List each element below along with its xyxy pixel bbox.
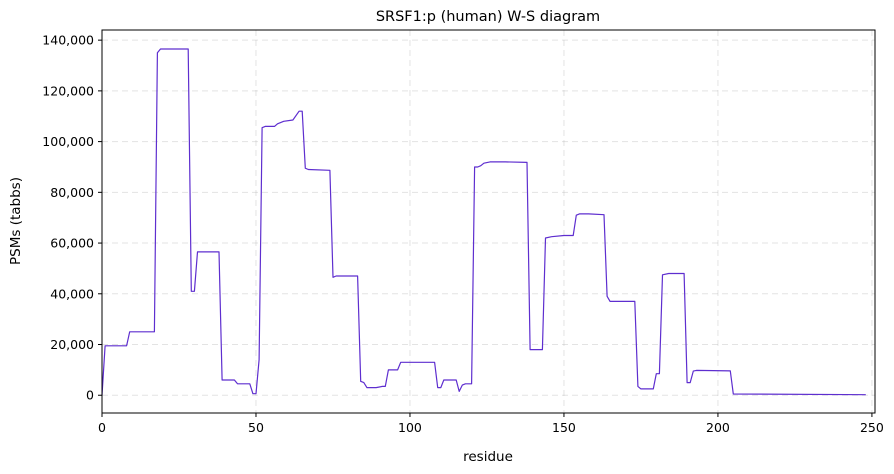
x-tick-label: 250 (860, 420, 884, 435)
y-tick-label: 120,000 (42, 83, 94, 98)
x-axis-label: residue (463, 449, 513, 465)
x-tick-label: 100 (398, 420, 422, 435)
y-tick-label: 20,000 (50, 337, 94, 352)
y-axis: 0 20,000 40,000 60,000 80,000 100,000 120,000 1… (42, 33, 102, 403)
y-tick-label: 140,000 (42, 33, 94, 48)
y-axis-label: PSMs (tabbs) (8, 177, 24, 265)
x-tick-label: 0 (98, 420, 106, 435)
series-line (101, 48, 866, 396)
y-tick-label: 40,000 (50, 286, 94, 301)
y-tick-label: 80,000 (50, 185, 94, 200)
x-tick-label: 200 (706, 420, 730, 435)
y-tick-label: 60,000 (50, 236, 94, 251)
y-tick-label: 0 (86, 388, 94, 403)
series-layer (101, 48, 866, 396)
x-tick-label: 150 (552, 420, 576, 435)
chart-title: SRSF1:p (human) W-S diagram (376, 9, 600, 25)
x-axis: 0 50 100 150 200 250 (98, 413, 884, 435)
grid-layer (101, 30, 875, 413)
y-tick-label: 100,000 (42, 134, 94, 149)
plot-frame (101, 29, 876, 414)
x-tick-label: 50 (248, 420, 264, 435)
